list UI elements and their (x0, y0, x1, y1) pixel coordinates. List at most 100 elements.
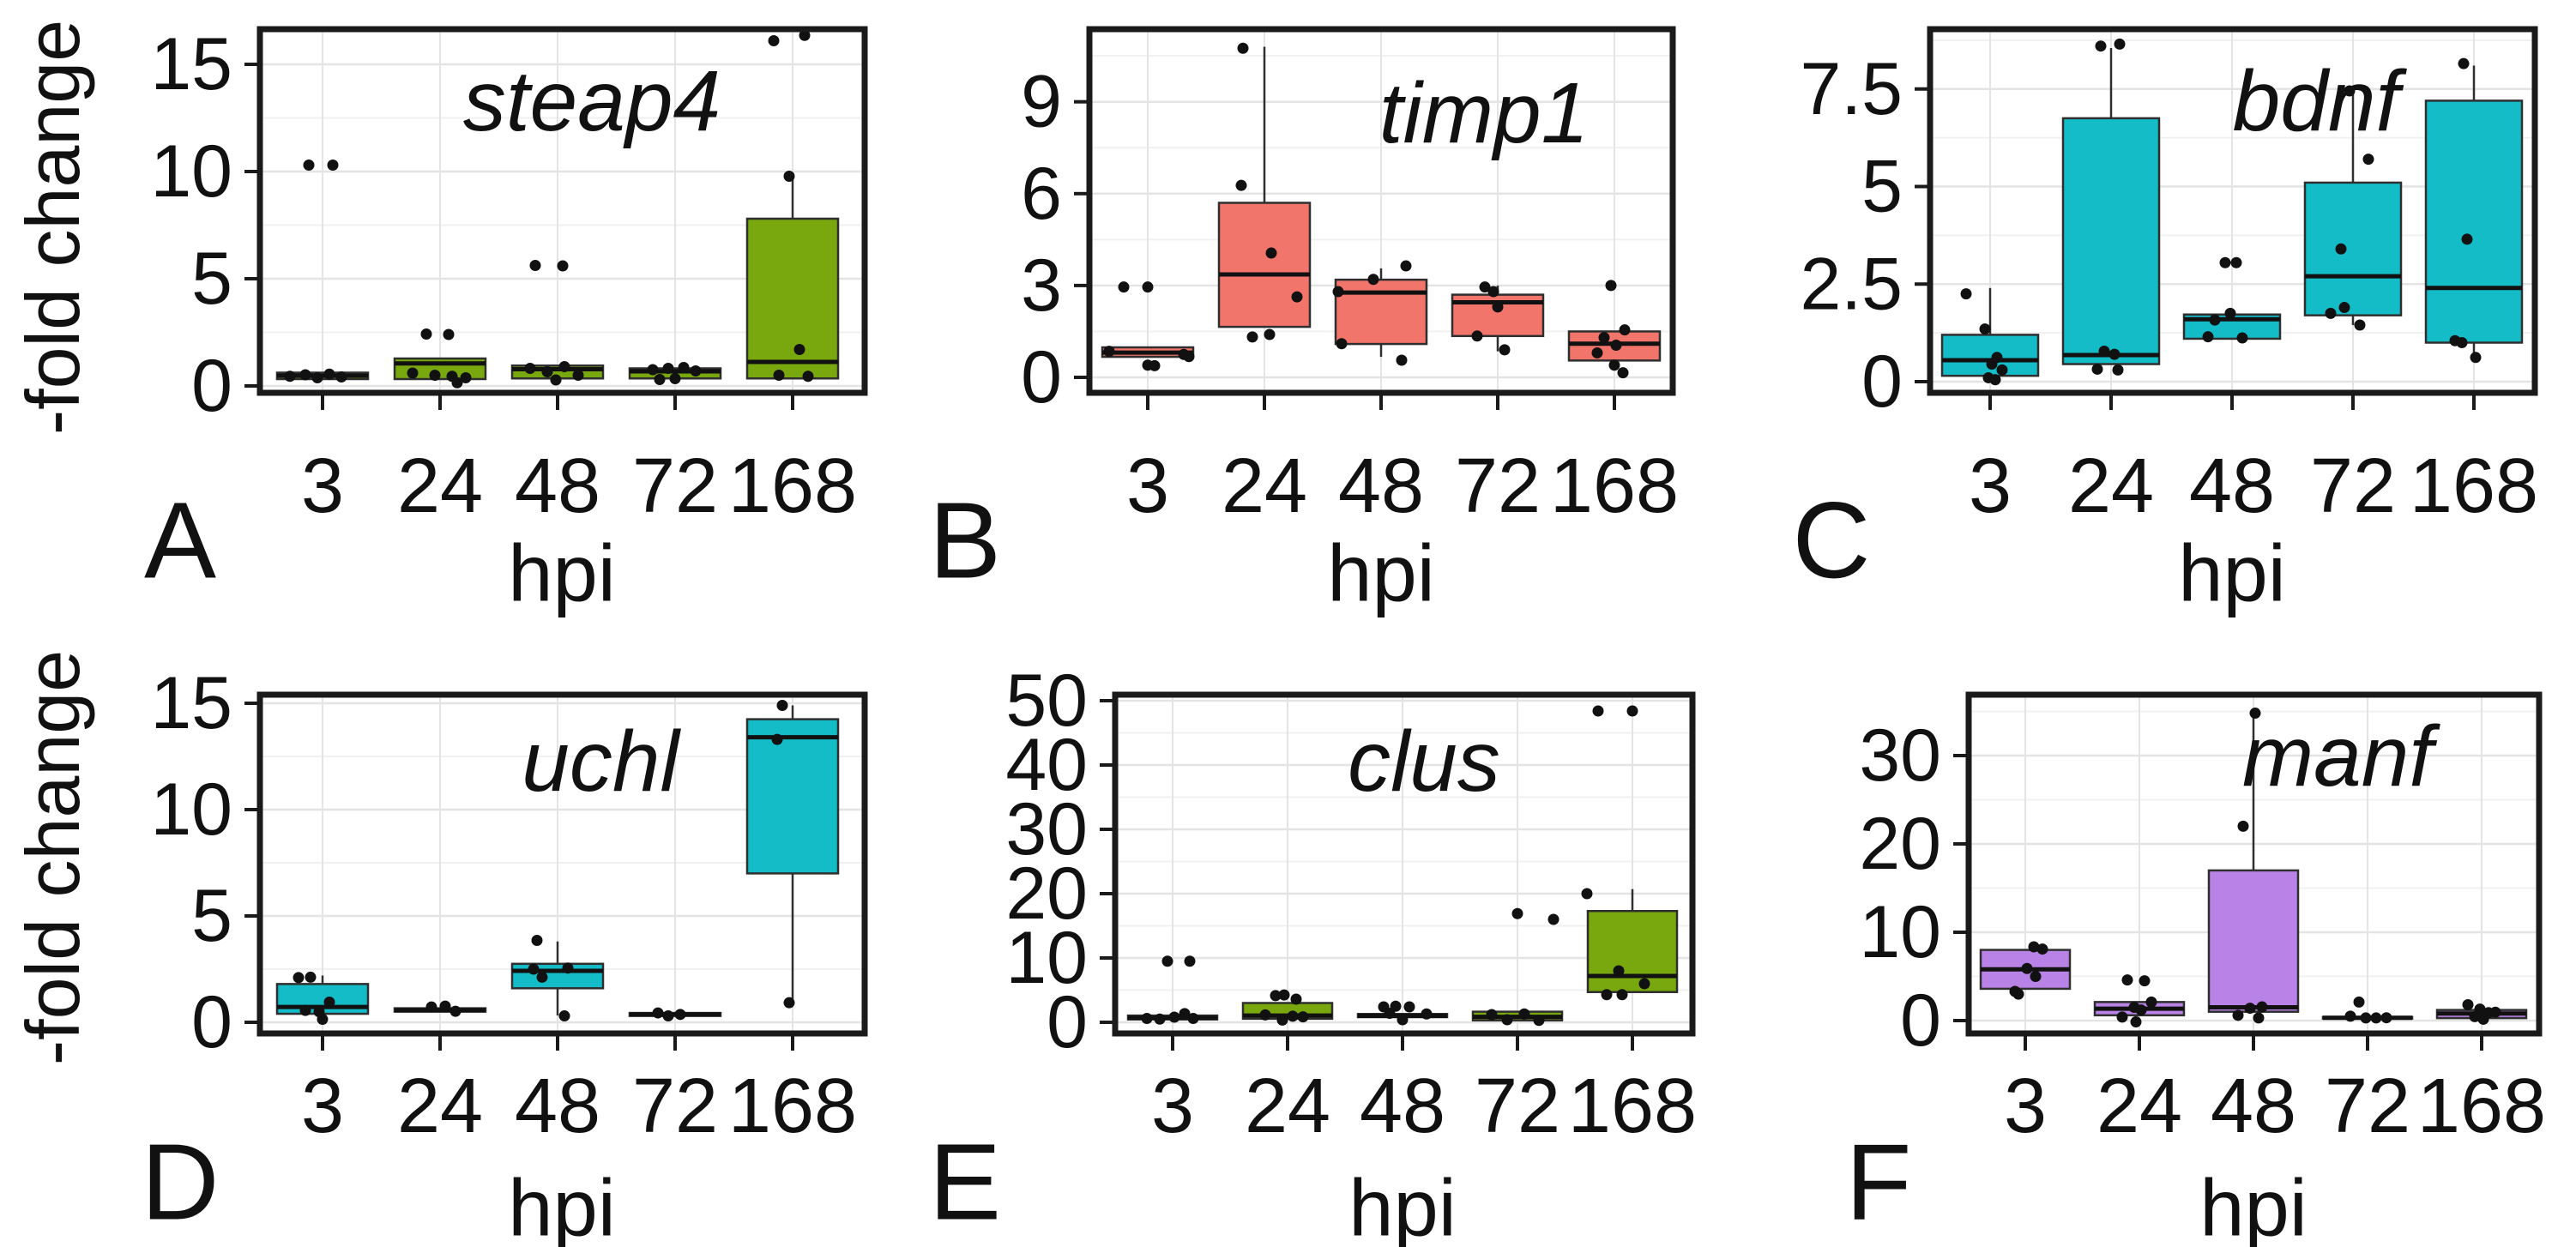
data-point (799, 29, 811, 41)
y-tick-label: 15 (150, 662, 232, 744)
y-tick-label: 0 (1021, 336, 1062, 419)
data-point (662, 363, 674, 374)
data-point (557, 260, 569, 272)
data-point (439, 1000, 451, 1012)
data-point (429, 370, 441, 381)
data-point (2012, 988, 2024, 1000)
data-point (1265, 247, 1277, 259)
gene-title: bdnf (2233, 53, 2408, 149)
data-point (1246, 331, 1258, 343)
panel-frame (1086, 26, 1676, 396)
data-point (1986, 358, 1998, 370)
panel-letter: C (1793, 480, 1871, 601)
data-point (690, 365, 702, 377)
box-group-168 (745, 29, 840, 383)
data-point (2036, 943, 2048, 955)
data-point (524, 363, 536, 374)
data-point (284, 370, 296, 383)
data-point (1290, 993, 1302, 1005)
data-point (1291, 291, 1303, 303)
x-tick-label: 3 (301, 443, 344, 529)
x-tick-label: 24 (1245, 1063, 1330, 1149)
data-point (299, 369, 311, 381)
data-point (1511, 907, 1523, 919)
x-tick-label: 24 (2096, 1063, 2182, 1149)
data-point (1183, 351, 1195, 363)
x-tick-label: 168 (2410, 443, 2538, 529)
x-axis-label: hpi (1348, 1163, 1456, 1247)
panel-letter: E (929, 1122, 1001, 1243)
data-point (1332, 286, 1344, 298)
data-point (327, 160, 339, 171)
data-point (2360, 1012, 2372, 1024)
box (745, 718, 840, 875)
y-tick-label: 2.5 (1800, 243, 1903, 325)
data-point (1533, 1015, 1545, 1027)
data-point (1960, 288, 1972, 300)
y-tick-label: 6 (1021, 153, 1062, 235)
data-point (1581, 888, 1593, 900)
data-point (550, 374, 562, 386)
data-point (1518, 1008, 1530, 1020)
x-tick-label: 48 (515, 443, 600, 529)
x-tick-label: 48 (2211, 1063, 2296, 1149)
x-tick-label: 72 (632, 443, 718, 529)
data-point (802, 370, 814, 383)
data-point (674, 1009, 686, 1021)
x-tick-label: 72 (2310, 443, 2396, 529)
gene-title: manf (2242, 708, 2441, 804)
gridlines (260, 29, 865, 393)
x-tick-label: 3 (301, 1063, 344, 1149)
box-group-24 (2061, 38, 2161, 376)
data-point (1161, 955, 1173, 967)
panel-letter: A (144, 480, 216, 601)
data-point (299, 1004, 311, 1016)
box-group-24 (1217, 42, 1312, 343)
y-tick-label: 0 (1900, 979, 1941, 1062)
data-point (2135, 1004, 2147, 1016)
data-point (1996, 364, 2008, 376)
y-tick-label: 20 (1859, 803, 1941, 885)
box-group-3 (1126, 955, 1219, 1025)
data-point (562, 962, 574, 974)
y-tick-label: 10 (150, 768, 232, 851)
data-point (662, 1010, 674, 1022)
x-tick-label: 168 (728, 1063, 857, 1149)
data-point (1617, 367, 1629, 379)
panel-frame (256, 26, 868, 396)
data-point (1278, 989, 1290, 1001)
box (2303, 181, 2403, 316)
y-tick-label: 0 (191, 345, 232, 427)
data-point (1486, 1009, 1498, 1021)
data-point (1141, 1013, 1153, 1024)
data-point (1608, 359, 1620, 371)
y-tick-label: 5 (1861, 146, 1903, 228)
box (2207, 869, 2300, 1013)
box-group-48 (2207, 708, 2300, 1024)
y-tick-label: 10 (1859, 891, 1941, 973)
data-point (776, 699, 788, 711)
x-tick-label: 72 (632, 1063, 718, 1149)
box-group-72 (2321, 996, 2414, 1024)
box (1217, 202, 1312, 328)
y-tick-label: 10 (150, 130, 232, 213)
data-point (2145, 996, 2157, 1008)
data-point (783, 171, 795, 182)
box-group-168 (2435, 998, 2528, 1025)
x-tick-label: 168 (1550, 443, 1679, 529)
y-tick-label: 30 (1005, 788, 1088, 870)
data-point (2237, 820, 2249, 832)
data-point (2344, 85, 2356, 97)
data-point (669, 373, 681, 384)
panel-letter: B (929, 480, 1001, 601)
panel-A: 0 5 10 15 3 24 48 72 168 steap4 A hpi (144, 23, 868, 618)
box-group-72 (628, 1007, 722, 1022)
data-point (2458, 57, 2470, 69)
data-point (303, 160, 315, 171)
box (745, 217, 840, 380)
x-tick-label: 72 (1475, 1063, 1560, 1149)
y-tick-label: 0 (1861, 340, 1903, 423)
panel-letter: D (142, 1122, 220, 1243)
y-tick-label: 30 (1859, 714, 1941, 797)
